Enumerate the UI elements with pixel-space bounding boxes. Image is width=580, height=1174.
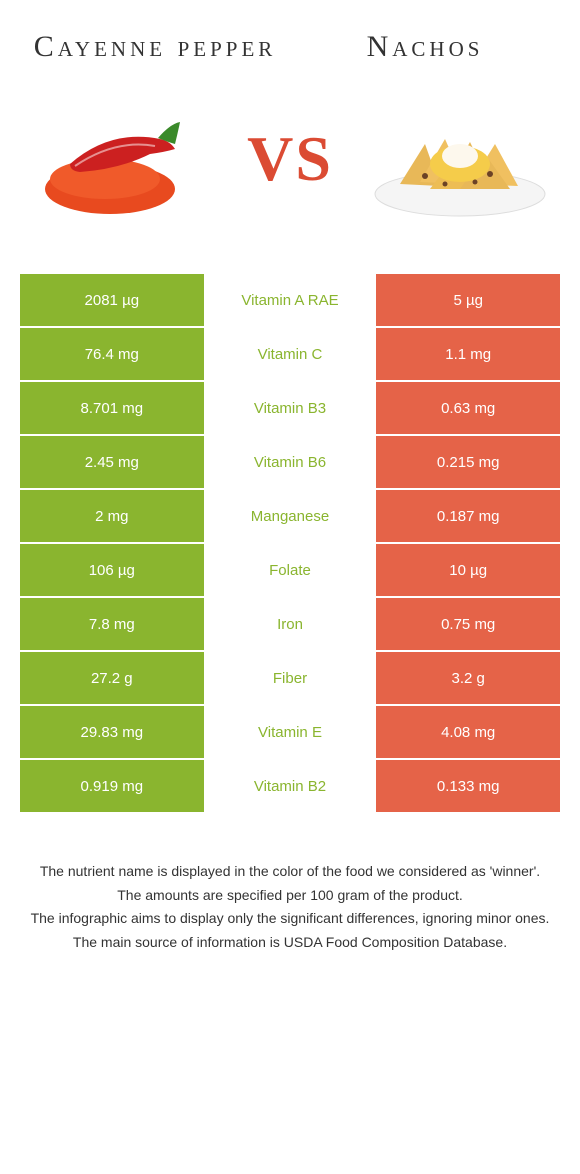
left-value: 2 mg [20,490,204,542]
nutrient-name: Vitamin C [204,328,377,380]
right-food-image [370,94,550,224]
table-row: 2.45 mgVitamin B60.215 mg [20,436,560,488]
left-value: 2.45 mg [20,436,204,488]
table-row: 106 µgFolate10 µg [20,544,560,596]
right-value: 3.2 g [376,652,560,704]
right-value: 10 µg [376,544,560,596]
left-food-image [30,94,210,224]
table-row: 76.4 mgVitamin C1.1 mg [20,328,560,380]
left-value: 7.8 mg [20,598,204,650]
right-value: 5 µg [376,274,560,326]
footnote-line: The amounts are specified per 100 gram o… [30,886,550,906]
nutrient-name: Iron [204,598,377,650]
nutrient-name: Vitamin B3 [204,382,377,434]
left-value: 0.919 mg [20,760,204,812]
right-value: 0.215 mg [376,436,560,488]
infographic-container: Cayenne pepper Nachos VS [0,0,580,996]
table-row: 29.83 mgVitamin E4.08 mg [20,706,560,758]
nutrient-name: Vitamin B6 [204,436,377,488]
right-food-name: Nachos [290,30,560,64]
right-value: 1.1 mg [376,328,560,380]
nutrient-name: Fiber [204,652,377,704]
left-food-name: Cayenne pepper [20,30,290,64]
nutrient-name: Vitamin B2 [204,760,377,812]
left-value: 29.83 mg [20,706,204,758]
right-value: 4.08 mg [376,706,560,758]
left-value: 106 µg [20,544,204,596]
images-row: VS [20,94,560,224]
table-row: 8.701 mgVitamin B30.63 mg [20,382,560,434]
nutrient-name: Folate [204,544,377,596]
nutrient-name: Vitamin E [204,706,377,758]
nutrient-name: Vitamin A RAE [204,274,377,326]
left-value: 27.2 g [20,652,204,704]
right-value: 0.63 mg [376,382,560,434]
table-row: 2081 µgVitamin A RAE5 µg [20,274,560,326]
footnote-line: The infographic aims to display only the… [30,909,550,929]
table-row: 2 mgManganese0.187 mg [20,490,560,542]
right-value: 0.187 mg [376,490,560,542]
table-row: 27.2 gFiber3.2 g [20,652,560,704]
footnote-line: The main source of information is USDA F… [30,933,550,953]
nutrient-name: Manganese [204,490,377,542]
left-value: 8.701 mg [20,382,204,434]
left-value: 76.4 mg [20,328,204,380]
right-value: 0.133 mg [376,760,560,812]
titles-row: Cayenne pepper Nachos [20,30,560,64]
table-row: 7.8 mgIron0.75 mg [20,598,560,650]
footnotes: The nutrient name is displayed in the co… [20,862,560,952]
comparison-table: 2081 µgVitamin A RAE5 µg76.4 mgVitamin C… [20,274,560,812]
footnote-line: The nutrient name is displayed in the co… [30,862,550,882]
left-value: 2081 µg [20,274,204,326]
right-value: 0.75 mg [376,598,560,650]
vs-label: VS [247,122,333,196]
table-row: 0.919 mgVitamin B20.133 mg [20,760,560,812]
